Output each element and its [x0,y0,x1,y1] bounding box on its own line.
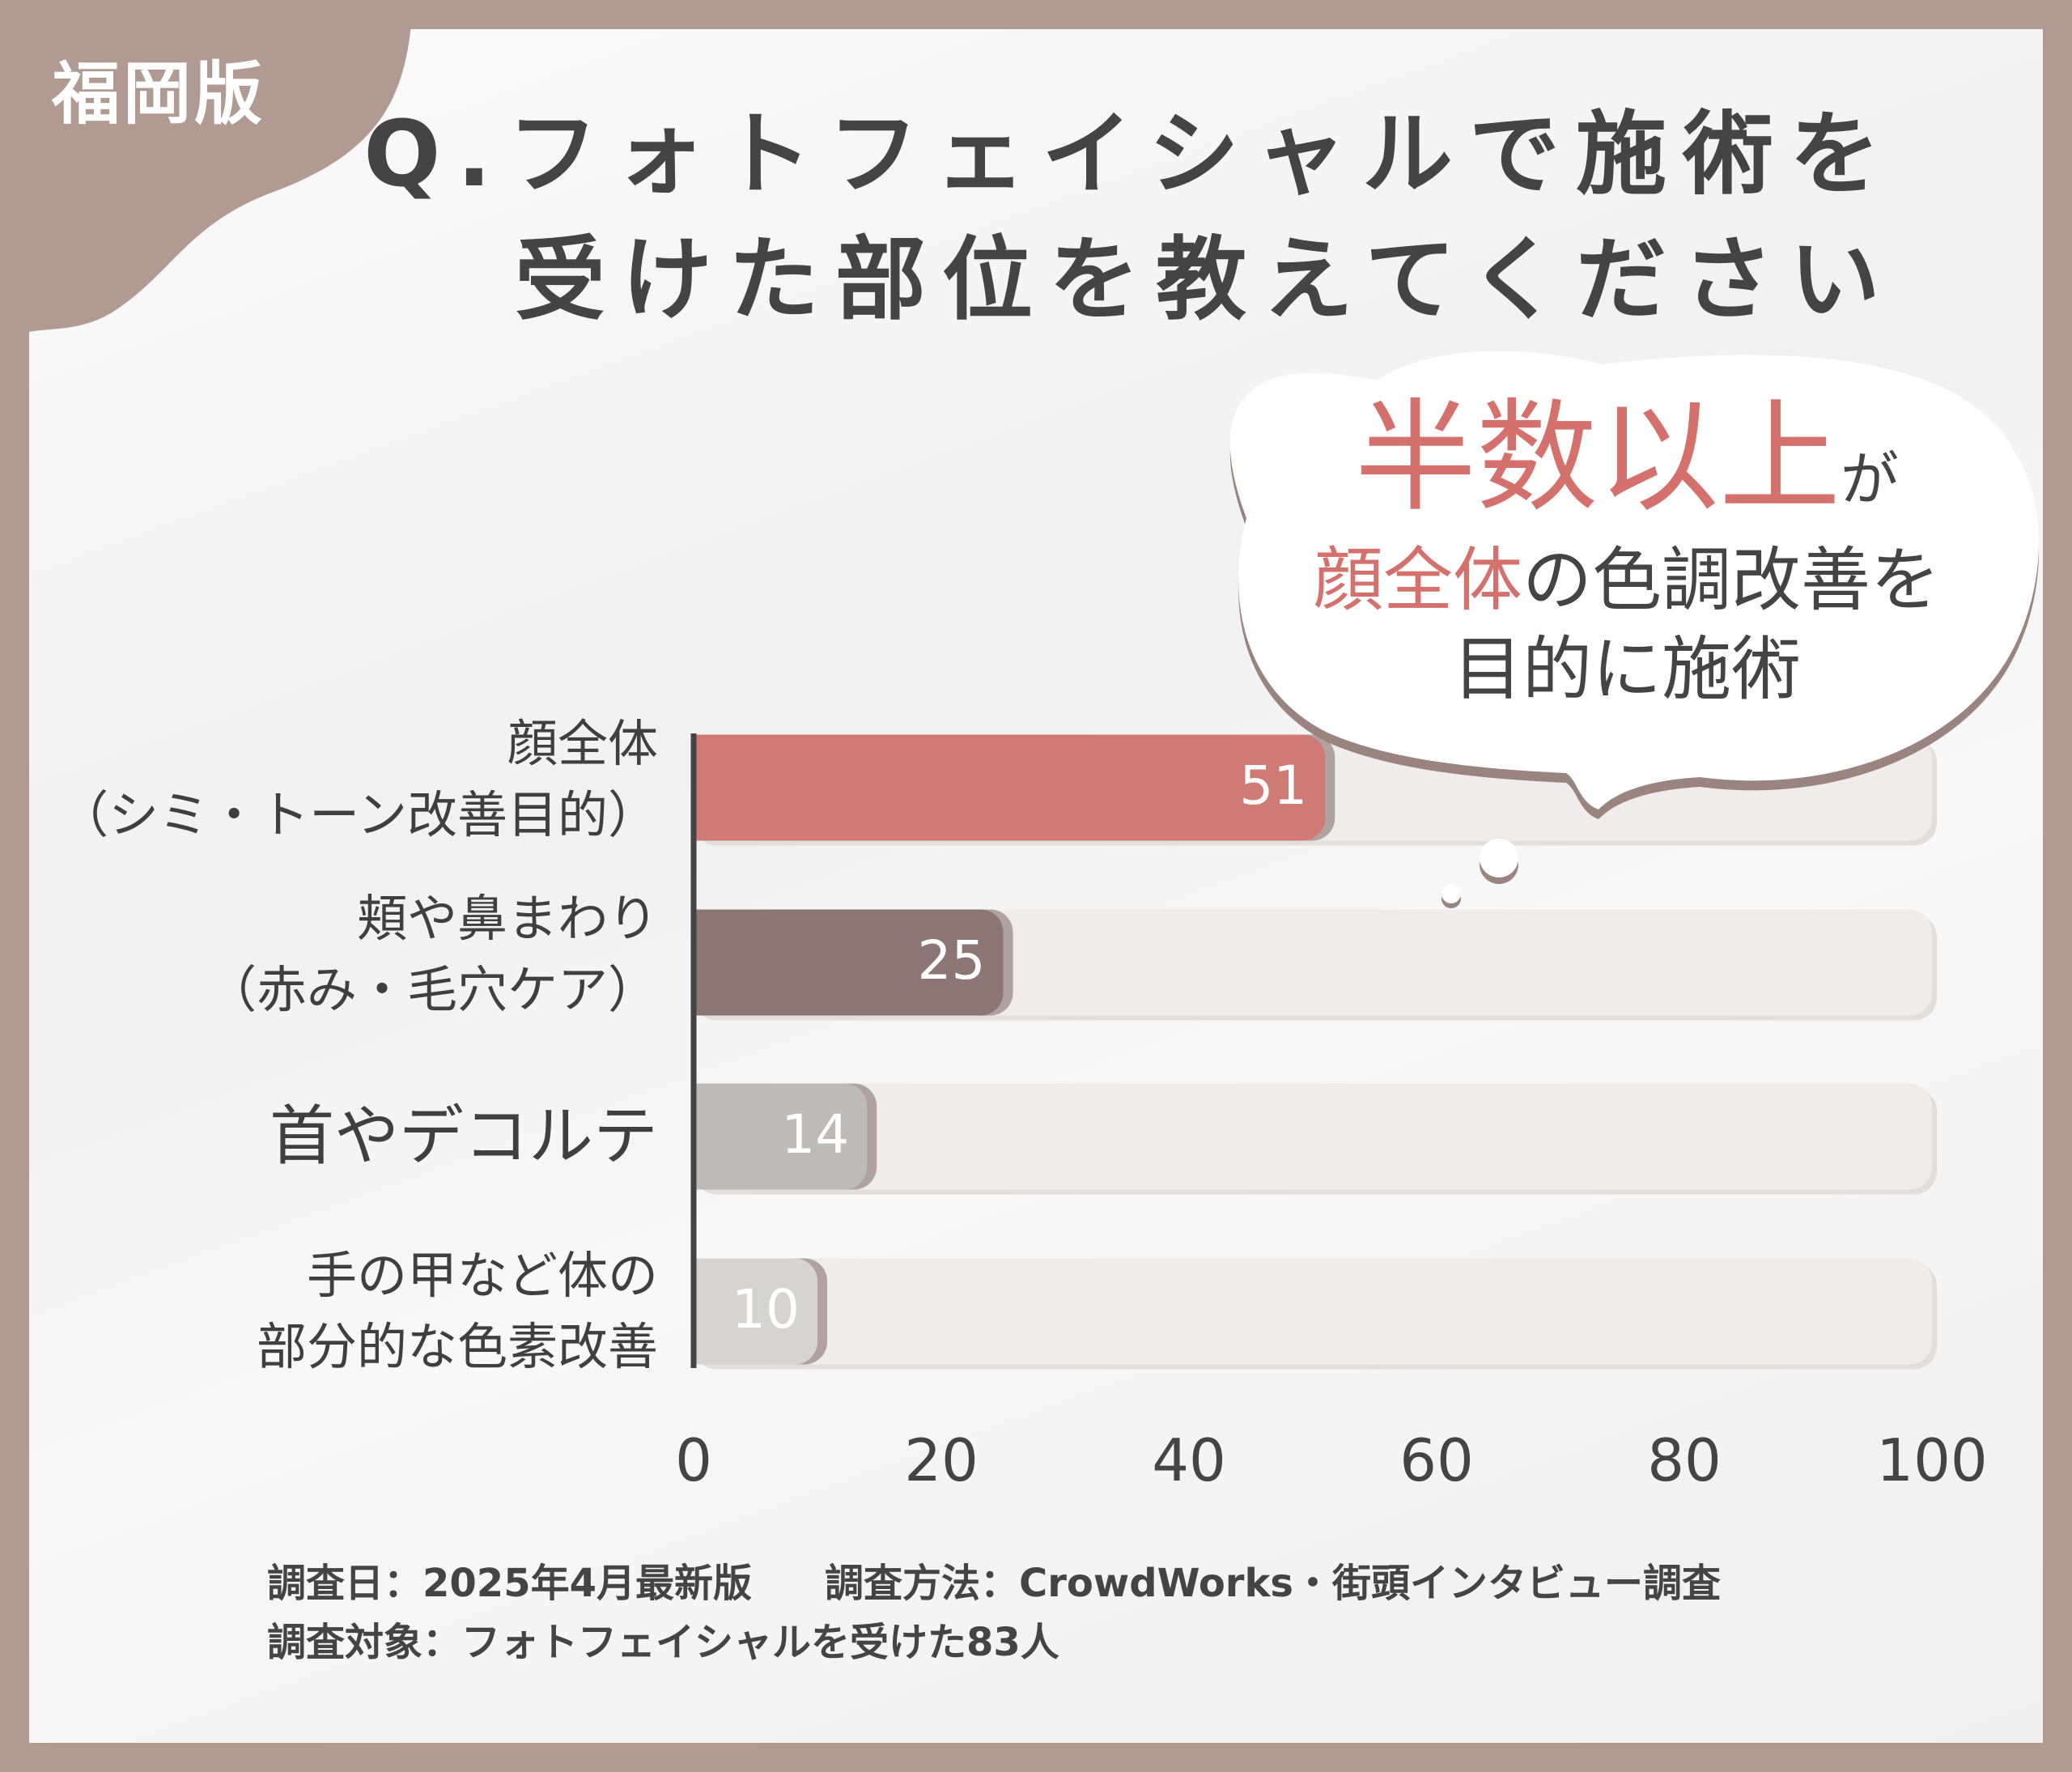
callout-headline: 半数以上 [1354,388,1841,529]
bar [694,909,1004,1016]
category-label-line: 手の甲など体の [306,1246,658,1305]
bar-base [694,1083,718,1190]
x-tick-label: 80 [1647,1426,1722,1494]
x-tick-label: 0 [675,1426,712,1494]
bar-base [694,734,718,841]
category-label: 手の甲など体の部分的な色素改善 [257,1240,658,1383]
callout-highlight: 顔全体 [1314,540,1522,621]
category-label: 顔全体 （シミ・トーン改善目的） [58,708,658,851]
x-tick-label: 20 [904,1426,979,1494]
page-title-line2: 受けた部位を教えてください [514,227,1896,333]
bar-track [694,1083,1932,1190]
callout-line2: 顔全体の色調改善を [1263,544,1991,617]
speech-bubble [1229,351,2039,908]
bar-base [694,1258,718,1365]
region-badge: 福岡版 [52,54,266,134]
bar-value-label: 25 [917,929,986,992]
category-label-line: （シミ・トーン改善目的） [58,785,658,844]
bar-value-label: 14 [781,1103,850,1166]
content-panel [29,29,2043,1743]
category-label-line: 顔全体 [507,714,658,773]
page-title-line1: Q.フォトフェイシャルで施術を [363,102,1896,207]
bar-value-label: 51 [1239,754,1308,817]
bar-track [694,1258,1932,1365]
x-tick-label: 100 [1876,1426,1988,1494]
category-label-line: 頬や鼻まわり [356,889,658,948]
category-label: 首やデコルテ [270,1101,658,1172]
speech-bubble-shape [1229,351,2039,908]
footer-line1: 調査日：2025年4月最新版 調査方法：CrowdWorks・街頭インタビュー調査 [267,1562,1721,1605]
bar [694,1258,817,1365]
category-label-line: （赤み・毛穴ケア） [206,960,658,1019]
callout-line2-rest: の色調改善を [1522,540,1940,621]
survey-method: 調査方法：CrowdWorks・街頭インタビュー調査 [825,1561,1721,1606]
x-tick-label: 40 [1152,1426,1226,1494]
category-label-line: 首やデコルテ [270,1098,658,1174]
survey-subjects: 調査対象：フォトフェイシャルを受けた83人 [267,1620,1059,1665]
bar [694,1083,868,1190]
callout-headline-suffix: が [1841,445,1900,513]
bar-value-label: 10 [732,1278,800,1341]
callout-line3: 目的に施術 [1453,629,1801,710]
category-label-line: 部分的な色素改善 [256,1317,658,1376]
survey-date: 調査日：2025年4月最新版 [267,1561,752,1606]
bar [694,734,1326,841]
corner-badge-shape [0,0,413,332]
bar-base [694,909,718,1016]
category-label: 頬や鼻まわり （赤み・毛穴ケア） [206,883,658,1026]
callout-headline-line: 半数以上が [1263,394,1991,523]
x-tick-label: 60 [1399,1426,1474,1494]
